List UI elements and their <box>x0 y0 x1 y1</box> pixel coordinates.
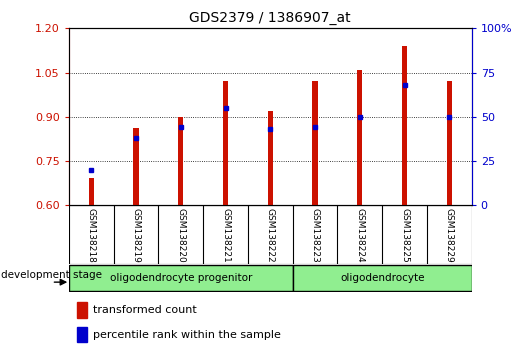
Text: GSM138224: GSM138224 <box>355 208 364 263</box>
Text: transformed count: transformed count <box>93 305 197 315</box>
Text: GSM138219: GSM138219 <box>131 208 140 263</box>
Text: GSM138223: GSM138223 <box>311 208 320 263</box>
Title: GDS2379 / 1386907_at: GDS2379 / 1386907_at <box>190 11 351 24</box>
Bar <box>447 81 452 205</box>
Text: GSM138221: GSM138221 <box>221 208 230 263</box>
Bar <box>402 46 407 205</box>
Bar <box>77 327 87 342</box>
Text: development stage: development stage <box>2 270 102 280</box>
Bar <box>69 265 293 291</box>
Text: GSM138222: GSM138222 <box>266 208 275 263</box>
Bar <box>77 302 87 318</box>
Text: GSM138229: GSM138229 <box>445 208 454 263</box>
Text: oligodendrocyte: oligodendrocyte <box>340 273 425 283</box>
Bar <box>268 111 273 205</box>
Bar <box>293 265 472 291</box>
Bar <box>312 81 318 205</box>
Bar <box>89 178 94 205</box>
Text: GSM138220: GSM138220 <box>176 208 186 263</box>
Text: percentile rank within the sample: percentile rank within the sample <box>93 330 281 339</box>
Text: GSM138225: GSM138225 <box>400 208 409 263</box>
Bar <box>178 117 183 205</box>
Text: oligodendrocyte progenitor: oligodendrocyte progenitor <box>110 273 252 283</box>
Bar <box>357 70 363 205</box>
Bar <box>223 81 228 205</box>
Bar <box>134 128 139 205</box>
Text: GSM138218: GSM138218 <box>87 208 96 263</box>
